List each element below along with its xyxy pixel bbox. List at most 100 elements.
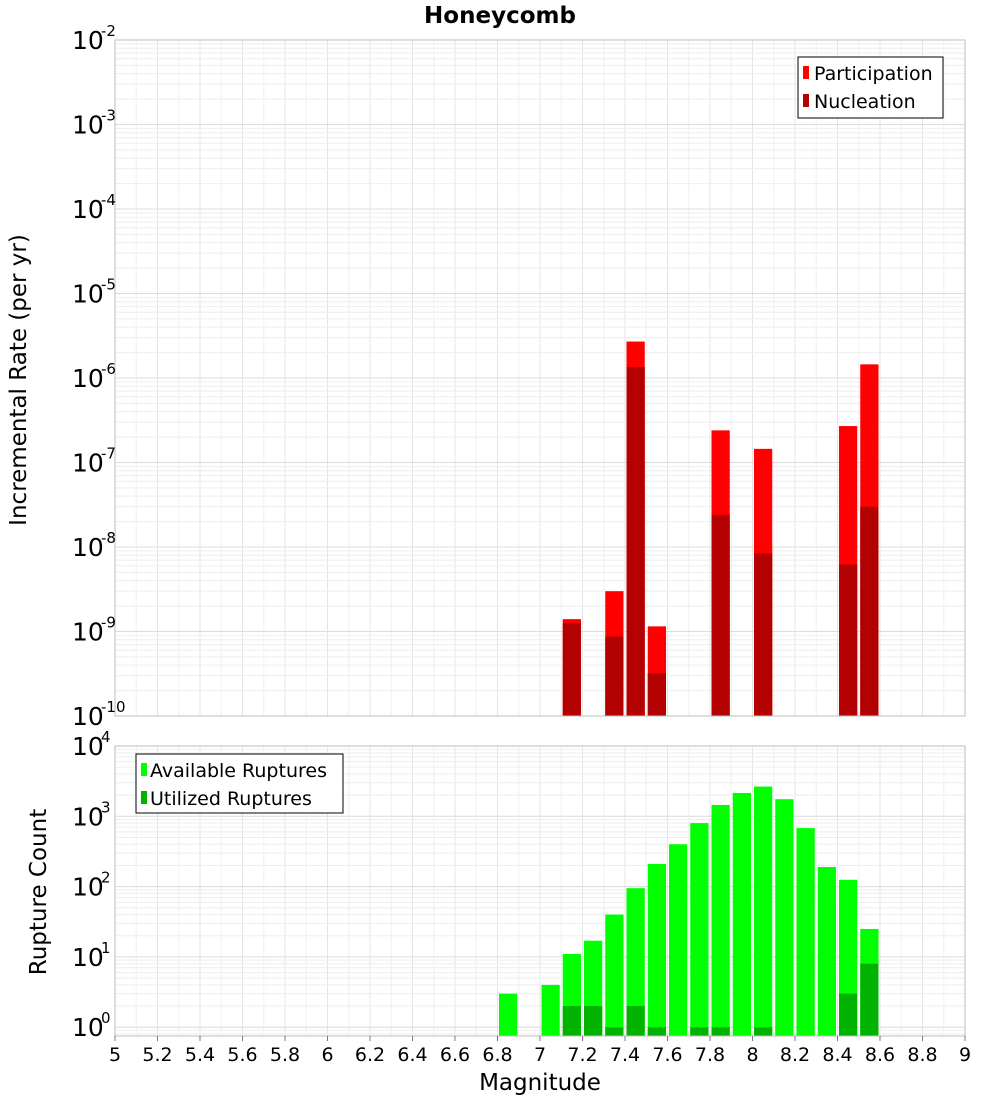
rate-y-tick-label: 10-6 [72,360,116,393]
rate-y-tick-label: 10-3 [72,107,116,140]
rate-y-tick-label: 10-4 [72,191,116,224]
available-legend-swatch [141,763,147,776]
svg-text:10: 10 [72,732,104,761]
x-tick-label: 5 [109,1044,121,1066]
count-bar-available-ruptures [626,888,645,1036]
svg-text:-3: -3 [101,107,116,125]
x-tick-label: 9 [959,1044,971,1066]
rate-bars [562,341,879,716]
count-y-tick-label: 103 [72,798,111,831]
svg-text:10: 10 [72,195,104,224]
count-bar-available-ruptures [711,804,730,1036]
rate-y-tick-label: 10-7 [72,445,116,478]
count-y-tick-label: 100 [72,1009,111,1042]
svg-text:10: 10 [72,449,104,478]
svg-text:3: 3 [101,798,111,816]
count-bar-utilized-ruptures [605,1027,624,1036]
rate-bar-nucleation [647,673,666,716]
x-tick-label: 6.6 [440,1044,470,1066]
x-tick-label: 6.4 [397,1044,427,1066]
svg-text:-7: -7 [101,445,116,463]
x-tick-label: 5.6 [227,1044,257,1066]
svg-text:2: 2 [101,869,111,887]
rate-legend: Participation Nucleation [797,56,944,119]
count-bar-available-ruptures [605,914,624,1036]
x-tick-label: 5.2 [142,1044,172,1066]
count-legend: Available Ruptures Utilized Ruptures [135,753,344,814]
count-bar-utilized-ruptures [562,1006,581,1036]
x-tick-label: 7 [534,1044,546,1066]
x-tick-label: 8 [746,1044,758,1066]
rate-y-tick-label: 10-5 [72,276,116,309]
count-y-tick-label: 102 [72,869,111,902]
count-bar-available-ruptures [669,844,688,1036]
count-bar-utilized-ruptures [860,963,879,1036]
svg-text:10: 10 [72,702,104,731]
available-legend-label: Available Ruptures [150,760,327,782]
svg-text:-9: -9 [101,614,116,632]
x-tick-label: 7.2 [567,1044,597,1066]
x-tick-label: 7.4 [610,1044,640,1066]
svg-text:10: 10 [72,1013,104,1042]
chart-title: Honeycomb [424,3,576,29]
svg-text:1: 1 [101,939,111,957]
svg-text:10: 10 [72,533,104,562]
rate-grid [114,40,966,717]
count-bar-utilized-ruptures [839,993,858,1036]
x-tick-label: 7.6 [652,1044,682,1066]
rate-plot-border [114,39,966,717]
svg-text:10: 10 [72,873,104,902]
svg-text:4: 4 [101,728,111,746]
count-legend-box [135,753,344,814]
svg-text:10: 10 [72,802,104,831]
rate-legend-box [797,56,944,119]
rate-bar-nucleation [754,553,773,716]
count-bars [499,786,879,1036]
rate-y-axis-label: Incremental Rate (per yr) [6,234,32,526]
rate-y-tick-label: 10-2 [72,22,116,55]
nucleation-legend-swatch [803,94,809,107]
count-y-axis-label: Rupture Count [26,809,52,975]
rate-bar-nucleation [839,564,858,716]
count-bar-available-ruptures [690,823,709,1036]
x-tick-label: 8.6 [865,1044,895,1066]
svg-text:-6: -6 [101,360,116,378]
count-bar-available-ruptures [754,786,773,1036]
rate-bar-nucleation [562,623,581,716]
rate-y-tick-label: 10-9 [72,614,116,647]
count-bar-available-ruptures [732,792,751,1036]
rate-bar-nucleation [626,366,645,716]
x-tick-label: 8.4 [822,1044,852,1066]
rate-y-tick-label: 10-8 [72,529,116,562]
x-tick-label: 6.8 [482,1044,512,1066]
svg-text:10: 10 [72,364,104,393]
svg-text:10: 10 [72,280,104,309]
x-tick-label: 7.8 [695,1044,725,1066]
svg-text:-4: -4 [101,191,116,209]
svg-text:10: 10 [72,943,104,972]
svg-text:-5: -5 [101,276,116,294]
count-bar-available-ruptures [796,828,815,1036]
count-bar-available-ruptures [499,993,518,1036]
count-bar-utilized-ruptures [754,1027,773,1036]
svg-text:-8: -8 [101,529,116,547]
count-y-tick-label: 104 [72,728,111,761]
nucleation-legend-label: Nucleation [814,91,916,113]
svg-text:0: 0 [101,1009,111,1027]
participation-legend-swatch [803,66,809,79]
svg-text:10: 10 [72,111,104,140]
count-bar-available-ruptures [817,867,836,1036]
rate-y-tick-label: 10-10 [72,698,126,731]
x-tick-label: 6.2 [355,1044,385,1066]
count-bar-available-ruptures [775,799,794,1036]
rate-bar-nucleation [711,514,730,716]
svg-text:-10: -10 [101,698,126,716]
svg-text:10: 10 [72,26,104,55]
x-tick-label: 5.4 [185,1044,215,1066]
count-bar-available-ruptures [541,984,560,1036]
count-bar-utilized-ruptures [626,1006,645,1036]
utilized-legend-swatch [141,791,147,804]
